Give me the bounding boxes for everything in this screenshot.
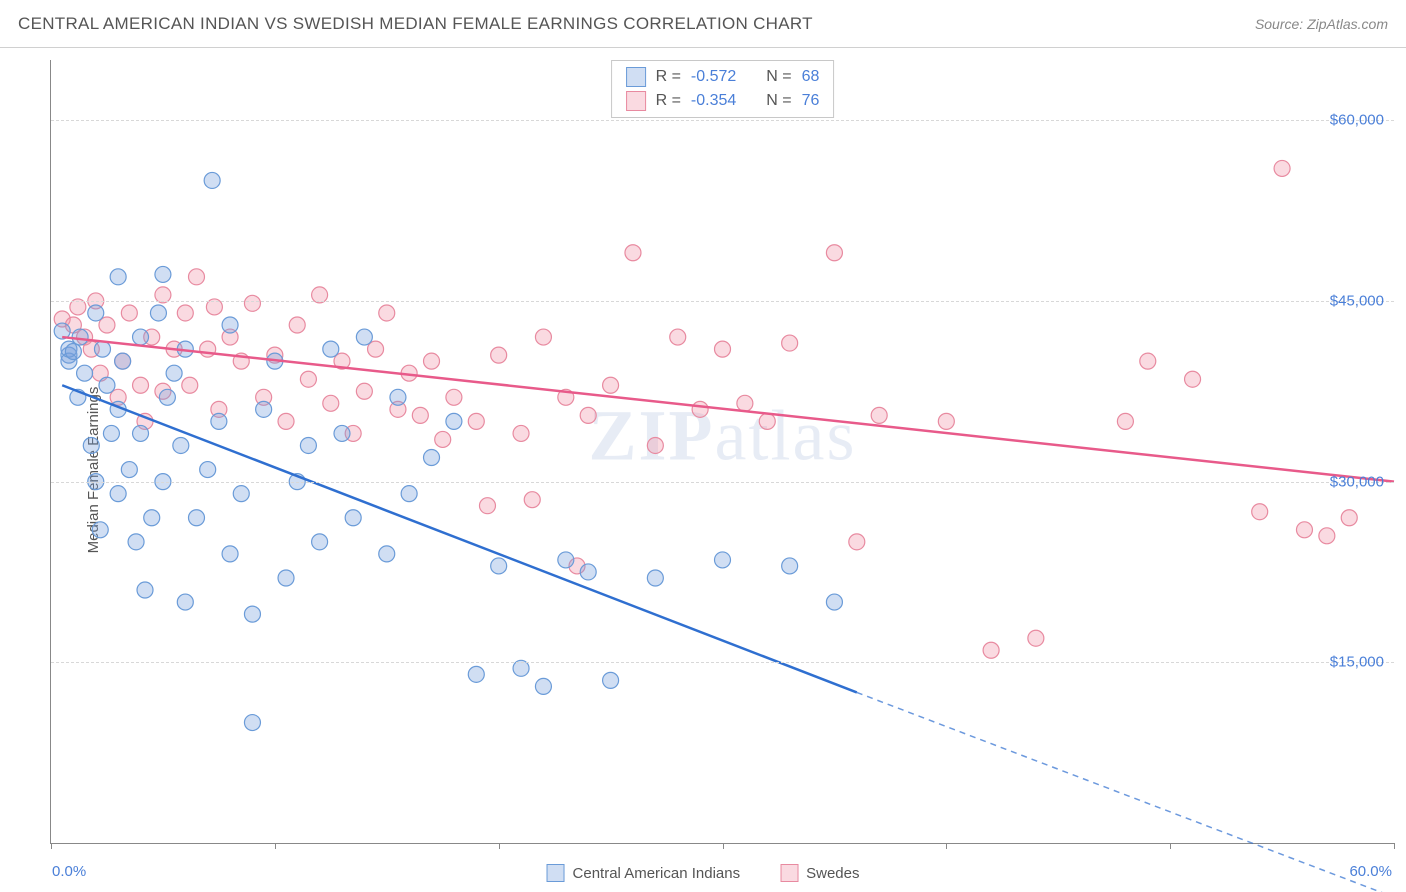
legend-swatch-s2 xyxy=(780,864,798,882)
y-tick-label: $60,000 xyxy=(1330,112,1384,129)
chart-area: Median Female Earnings ZIPatlas R = -0.5… xyxy=(0,48,1406,892)
plot-region: ZIPatlas R = -0.572 N = 68 R = -0.354 N … xyxy=(50,60,1394,844)
x-axis-max-label: 60.0% xyxy=(1349,863,1392,880)
legend-swatch-s1 xyxy=(547,864,565,882)
chart-header: CENTRAL AMERICAN INDIAN VS SWEDISH MEDIA… xyxy=(0,0,1406,48)
chart-source: Source: ZipAtlas.com xyxy=(1255,16,1388,32)
stats-swatch-s1 xyxy=(626,67,646,87)
plot-svg xyxy=(51,60,1394,843)
legend-label-s1: Central American Indians xyxy=(573,865,741,882)
stats-row-s2: R = -0.354 N = 76 xyxy=(626,89,820,113)
bottom-legend: Central American Indians Swedes xyxy=(547,864,860,882)
legend-label-s2: Swedes xyxy=(806,865,859,882)
stats-r-s1: -0.572 xyxy=(691,68,736,86)
y-tick-label: $15,000 xyxy=(1330,654,1384,671)
stats-swatch-s2 xyxy=(626,91,646,111)
stats-n-s2: 76 xyxy=(802,92,820,110)
stats-r-s2: -0.354 xyxy=(691,92,736,110)
stats-row-s1: R = -0.572 N = 68 xyxy=(626,65,820,89)
x-axis-min-label: 0.0% xyxy=(52,863,86,880)
legend-item-s2: Swedes xyxy=(780,864,859,882)
stats-n-s1: 68 xyxy=(802,68,820,86)
y-tick-label: $30,000 xyxy=(1330,473,1384,490)
chart-title: CENTRAL AMERICAN INDIAN VS SWEDISH MEDIA… xyxy=(18,14,813,34)
legend-item-s1: Central American Indians xyxy=(547,864,741,882)
y-tick-label: $45,000 xyxy=(1330,292,1384,309)
stats-legend-box: R = -0.572 N = 68 R = -0.354 N = 76 xyxy=(611,60,835,118)
